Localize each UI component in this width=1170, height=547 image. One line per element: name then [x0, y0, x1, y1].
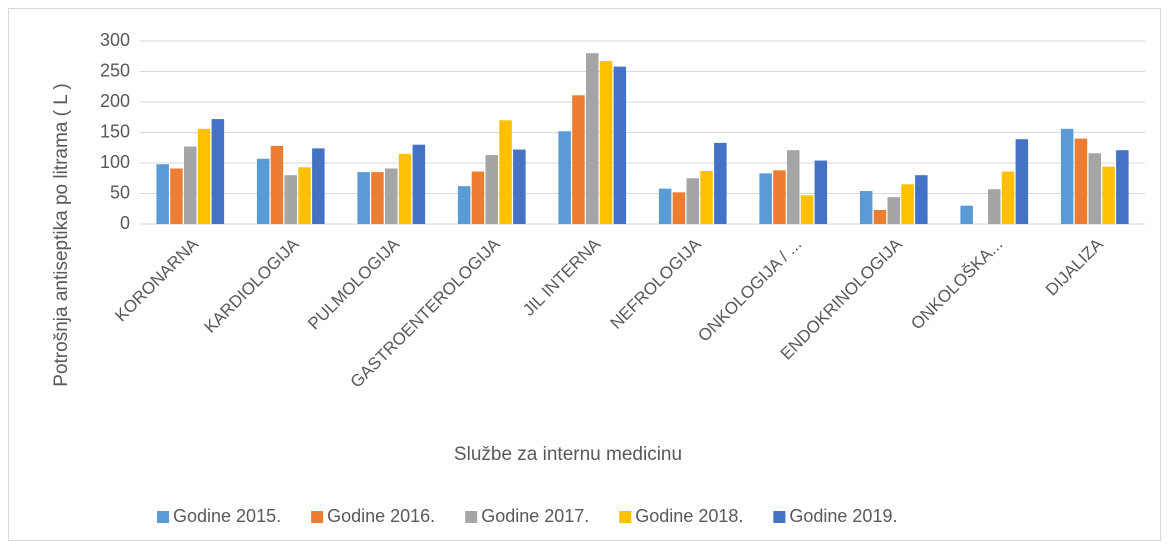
bar [887, 197, 900, 224]
legend-label: Godine 2015. [173, 506, 281, 526]
bar [988, 189, 1001, 224]
y-tick-label: 150 [100, 121, 130, 141]
bar [156, 164, 169, 224]
bar [1102, 166, 1115, 224]
bar [1015, 139, 1029, 224]
bar [814, 160, 828, 224]
bar [1060, 128, 1074, 224]
bar [960, 205, 973, 224]
bar [1116, 150, 1129, 224]
bar [599, 61, 613, 224]
bar [284, 175, 297, 224]
legend-label: Godine 2018. [635, 506, 743, 526]
bar [586, 53, 599, 225]
bar [672, 192, 686, 224]
bar [1074, 138, 1088, 224]
bar [513, 149, 526, 224]
legend-swatch [619, 511, 632, 523]
bar [485, 155, 498, 224]
bar [357, 172, 370, 224]
y-tick-label: 50 [110, 182, 130, 202]
bar [197, 128, 211, 224]
y-tick-label: 100 [100, 152, 130, 172]
bar [915, 175, 928, 224]
bar [211, 119, 225, 224]
legend-label: Godine 2019. [789, 506, 897, 526]
bar [398, 153, 412, 224]
legend-swatch [157, 511, 169, 523]
bar [613, 66, 627, 225]
bar [412, 144, 426, 224]
bar [787, 150, 800, 224]
y-tick-label: 250 [100, 60, 130, 80]
bar [859, 191, 873, 224]
y-axis-title: Potrošnja antiseptika po litrama ( L ) [51, 83, 72, 386]
y-tick-label: 0 [120, 213, 130, 233]
bar [170, 168, 183, 224]
legend-swatch [465, 511, 478, 523]
bar [714, 142, 727, 224]
bar [471, 171, 485, 224]
bar [1001, 171, 1015, 224]
bar [873, 209, 887, 224]
bar [371, 172, 384, 224]
bar [184, 146, 197, 224]
bar [700, 170, 713, 224]
bar [1088, 153, 1101, 224]
bar [800, 195, 814, 224]
bar [256, 158, 270, 224]
y-tick-label: 300 [100, 30, 130, 50]
bar [457, 186, 471, 224]
bar [312, 148, 325, 224]
legend-swatch [773, 511, 786, 523]
bar [686, 178, 699, 224]
bar [901, 184, 914, 224]
bar [270, 145, 284, 224]
x-axis-title: Službe za internu medicinu [454, 444, 682, 465]
bar [658, 188, 672, 224]
legend-label: Godine 2016. [327, 506, 435, 526]
y-tick-label: 200 [100, 91, 130, 111]
bar [499, 120, 512, 224]
bar [773, 170, 786, 224]
bar [572, 95, 585, 224]
bar [558, 131, 571, 224]
legend-swatch [311, 511, 324, 523]
bar [385, 168, 398, 224]
legend-label: Godine 2017. [481, 506, 589, 526]
bar [298, 167, 311, 224]
bar [759, 173, 772, 224]
